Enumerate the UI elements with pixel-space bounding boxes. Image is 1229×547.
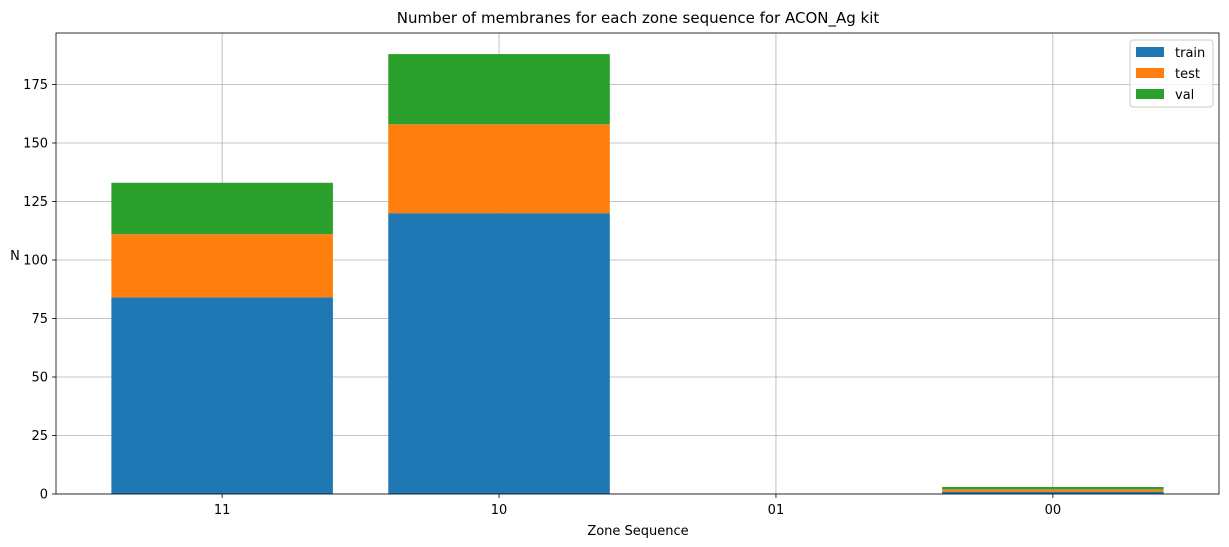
bar-test-11 (111, 234, 333, 298)
x-tick-label: 11 (214, 503, 231, 518)
y-tick-label: 175 (23, 78, 48, 93)
y-tick-label: 125 (23, 195, 48, 210)
legend-label-train: train (1175, 46, 1205, 61)
bar-train-11 (111, 297, 333, 494)
y-tick-label: 100 (23, 253, 48, 268)
y-axis-label: N (10, 249, 20, 264)
y-tick-label: 25 (31, 429, 48, 444)
x-axis-label: Zone Sequence (587, 524, 688, 539)
y-tick-label: 150 (23, 136, 48, 151)
y-tick-label: 50 (31, 370, 48, 385)
x-tick-label: 10 (491, 503, 508, 518)
legend-label-test: test (1175, 67, 1200, 82)
bar-test-10 (388, 124, 610, 214)
y-tick-label: 0 (40, 488, 48, 503)
legend-label-val: val (1175, 88, 1194, 103)
bar-val-11 (111, 182, 333, 235)
x-tick-label: 01 (768, 503, 785, 518)
plot-frame (55, 32, 1220, 495)
bars-layer (111, 54, 1164, 495)
bar-train-10 (388, 213, 610, 495)
legend-swatch-train (1136, 47, 1164, 57)
y-tick-label: 75 (31, 312, 48, 327)
ticks-layer: 0 25 50 75 100 125 150 175 11 10 01 00 (23, 78, 1061, 518)
chart-title: Number of membranes for each zone sequen… (397, 9, 880, 28)
legend-swatch-val (1136, 89, 1164, 99)
bar-train-00 (942, 491, 1164, 494)
x-tick-label: 00 (1045, 503, 1062, 518)
bar-test-00 (942, 489, 1164, 492)
legend: train test val (1129, 39, 1214, 108)
bar-val-00 (942, 486, 1164, 490)
legend-swatch-test (1136, 68, 1164, 78)
bar-val-10 (388, 54, 610, 125)
